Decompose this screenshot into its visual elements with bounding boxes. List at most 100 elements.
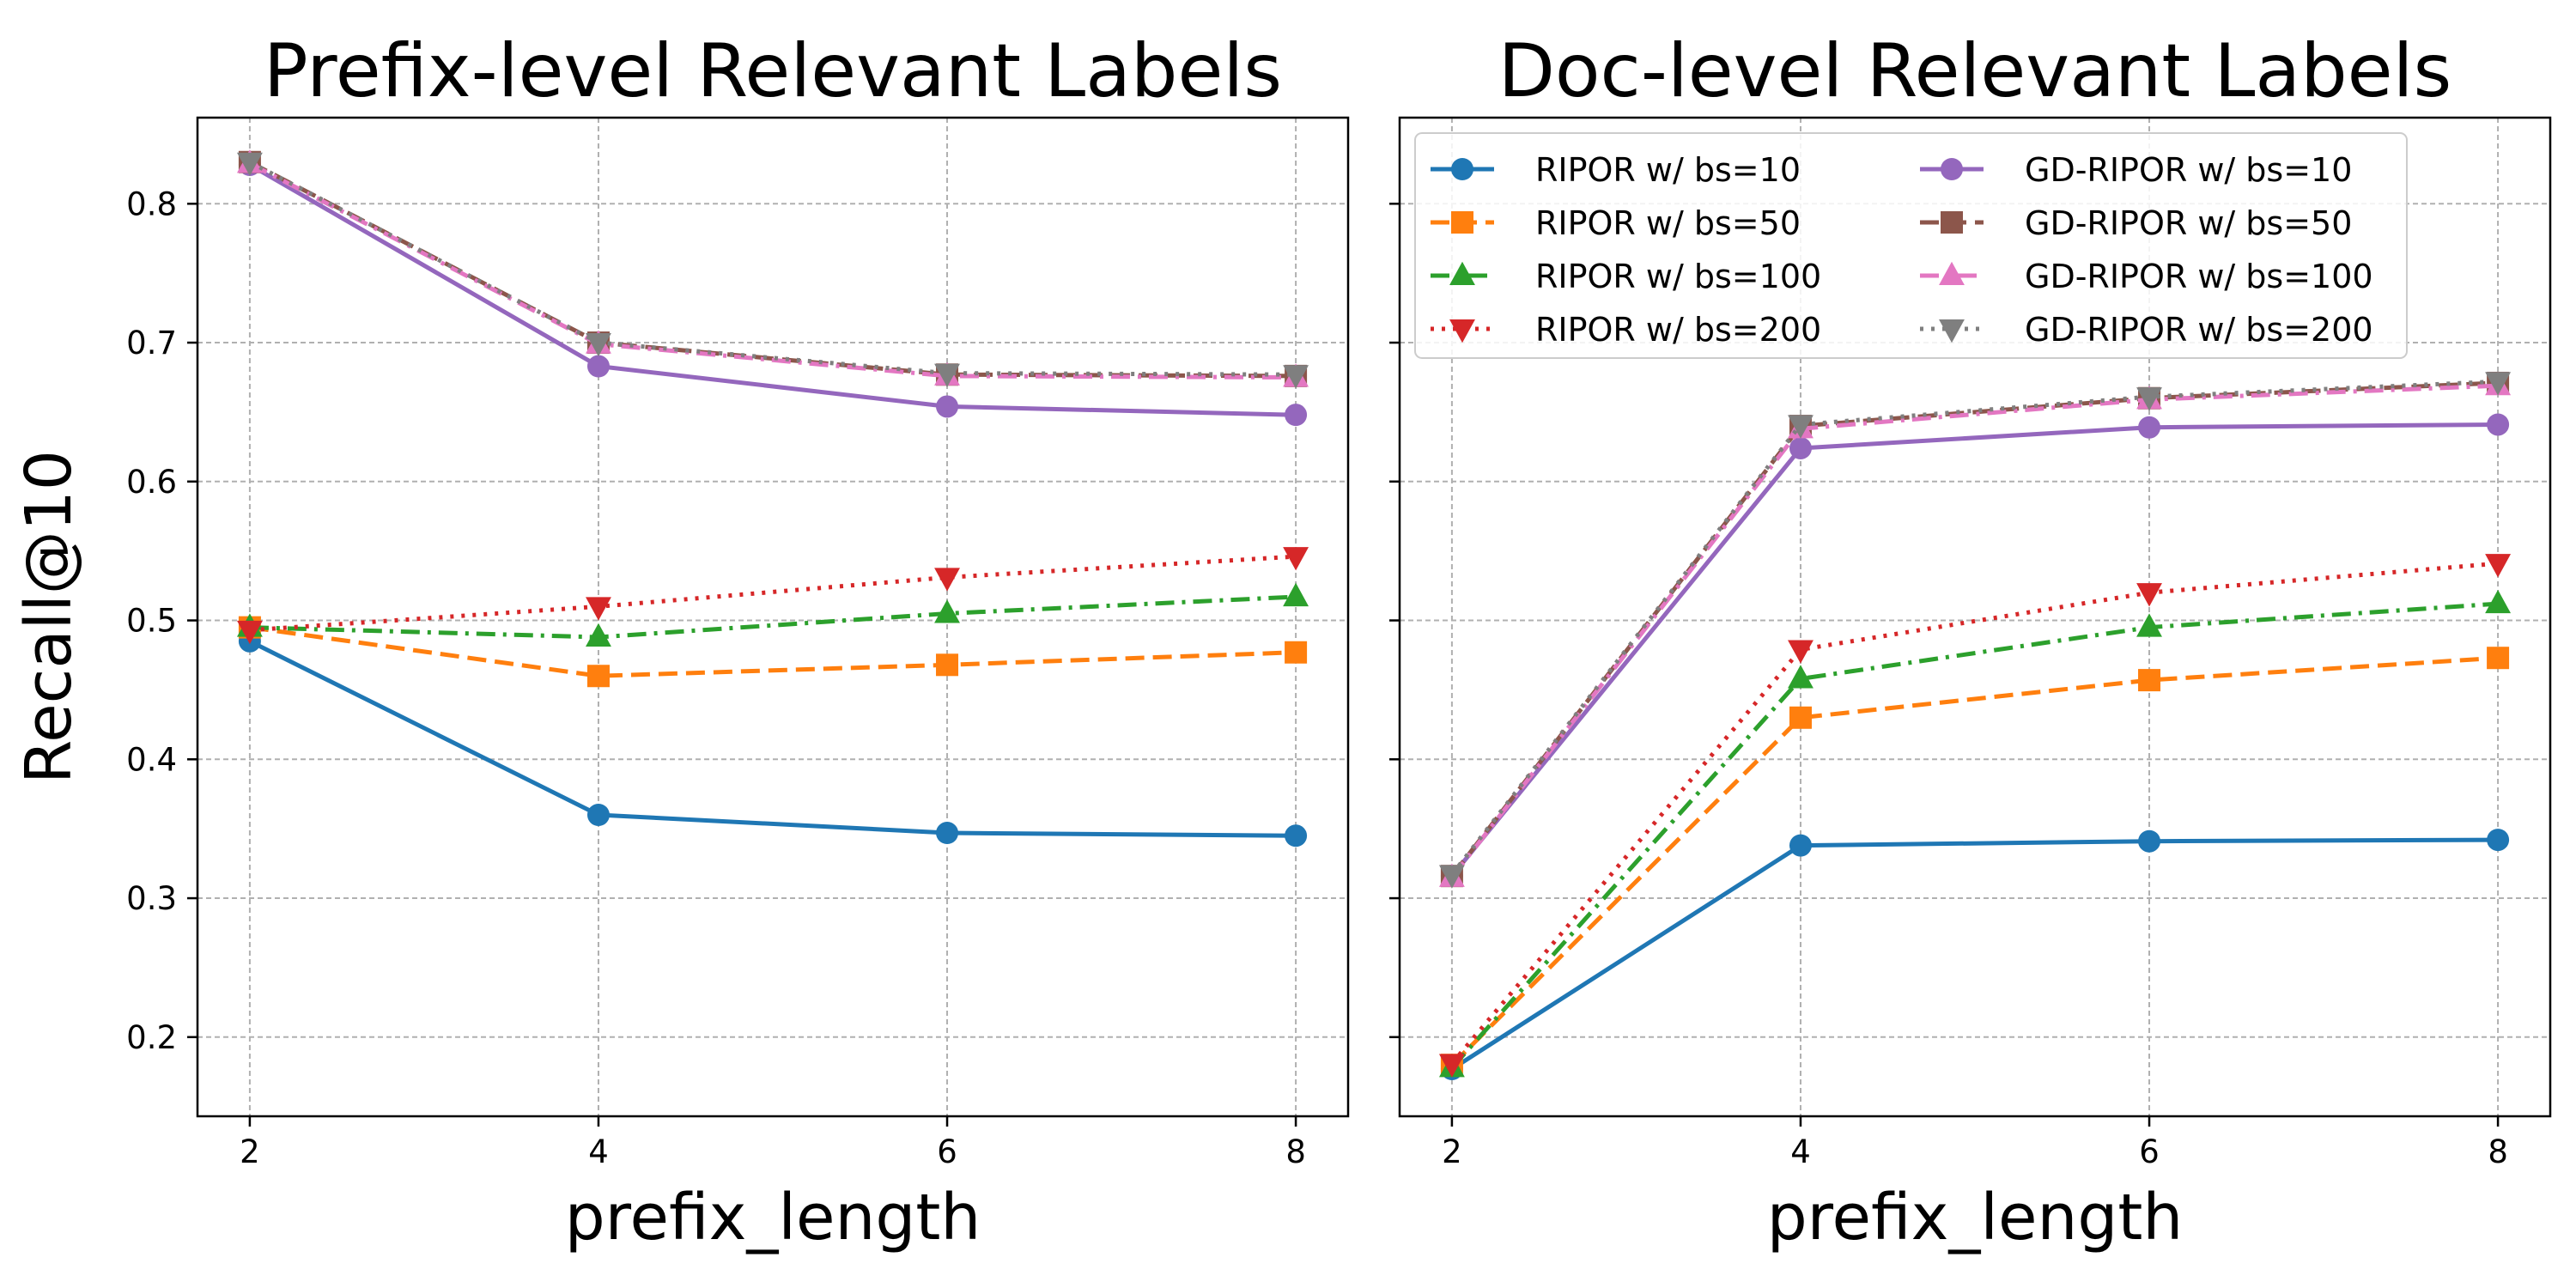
data-point	[2136, 387, 2162, 411]
series-gd-ripor-w-bs-200	[236, 152, 1309, 389]
legend-item-gd-ripor-w-bs-100: GD-RIPOR w/ bs=100	[1920, 258, 2373, 295]
y-tick-label: 0.2	[126, 1019, 177, 1056]
legend-marker	[1451, 158, 1473, 180]
y-tick-label: 0.3	[126, 880, 177, 917]
legend-marker	[1451, 211, 1473, 234]
data-point	[1283, 582, 1309, 607]
data-point	[2138, 669, 2161, 692]
data-point	[1285, 641, 1308, 664]
data-point	[1788, 665, 1814, 689]
x-tick-label: 6	[937, 1133, 957, 1170]
x-tick-label: 4	[1790, 1133, 1811, 1170]
series-line	[249, 625, 1297, 678]
legend-marker	[1449, 261, 1475, 286]
data-point	[1285, 404, 1308, 427]
data-point	[2136, 613, 2162, 637]
x-tick-label: 8	[2488, 1133, 2508, 1170]
legend-label: RIPOR w/ bs=200	[1535, 311, 1821, 349]
data-point	[2485, 589, 2512, 614]
legend-item-gd-ripor-w-bs-200: GD-RIPOR w/ bs=200	[1920, 311, 2373, 349]
legend-marker	[1939, 319, 1965, 343]
series-line	[1449, 380, 2499, 878]
data-point	[586, 803, 610, 826]
series-line	[1450, 601, 2499, 1070]
legend-box	[1414, 132, 2408, 359]
data-point	[2136, 583, 2162, 607]
axes-frame	[196, 116, 1350, 1118]
series-ripor-w-bs-200	[236, 547, 1309, 645]
data-point	[586, 355, 610, 378]
data-point	[1438, 1054, 1465, 1078]
legend-label: RIPOR w/ bs=50	[1535, 204, 1801, 242]
y-axis-label: Recall@10	[12, 450, 86, 784]
series-ripor-w-bs-50	[238, 616, 1308, 688]
legend-marker	[1941, 211, 1963, 234]
y-tick-label: 0.7	[126, 325, 177, 361]
data-point	[1283, 547, 1309, 571]
data-point	[236, 620, 263, 645]
legend-item-gd-ripor-w-bs-50: GD-RIPOR w/ bs=50	[1920, 204, 2352, 242]
data-point	[586, 597, 611, 621]
series-line	[248, 639, 1297, 838]
data-point	[1789, 706, 1812, 729]
series-ripor-w-bs-10	[238, 629, 1308, 848]
data-point	[2138, 829, 2161, 853]
panel-doc-level: 2 4 6 8 Doc-level Relevant Labels prefix_leng…	[1389, 28, 2552, 1255]
panel-prefix-level: 2 4 6 8 0.2 0.3 0.4 0.5 0.6 0.7 0.8 Prefix-level Re…	[12, 28, 1350, 1255]
legend-marker	[1939, 261, 1965, 286]
data-point	[586, 665, 610, 688]
data-point	[1438, 865, 1465, 889]
data-point	[936, 395, 959, 418]
x-tick-label: 2	[240, 1133, 260, 1170]
data-point	[2485, 372, 2512, 396]
legend-item-ripor-w-bs-200: RIPOR w/ bs=200	[1431, 311, 1821, 349]
data-point	[586, 332, 611, 357]
x-tick-label: 4	[588, 1133, 609, 1170]
y-tick-label: 0.4	[126, 741, 177, 778]
chart-title: Prefix-level Relevant Labels	[264, 28, 1282, 114]
legend-label: RIPOR w/ bs=100	[1535, 258, 1821, 295]
series-line	[1449, 561, 2499, 1066]
legend-item-ripor-w-bs-50: RIPOR w/ bs=50	[1431, 204, 1801, 242]
legend-label: GD-RIPOR w/ bs=50	[2025, 204, 2352, 242]
series-line	[249, 594, 1297, 640]
series-gd-ripor-w-bs-200	[1438, 372, 2512, 889]
series-ripor-w-bs-200	[1438, 554, 2512, 1078]
series-line	[248, 160, 1297, 377]
data-point	[2487, 647, 2510, 670]
axes-frame	[1398, 116, 2552, 1118]
legend-label: GD-RIPOR w/ bs=200	[2025, 311, 2373, 349]
data-point	[1789, 834, 1812, 857]
legend-item-ripor-w-bs-10: RIPOR w/ bs=10	[1431, 151, 1801, 189]
data-point	[1285, 824, 1308, 848]
data-point	[936, 822, 959, 845]
data-point	[1789, 436, 1812, 459]
legend-marker	[1941, 158, 1963, 180]
legend-marker	[1449, 319, 1475, 343]
y-tick-label: 0.5	[126, 603, 177, 640]
x-tick-label: 6	[2139, 1133, 2160, 1170]
series-gd-ripor-w-bs-10	[1440, 413, 2510, 888]
data-point	[1788, 640, 1814, 664]
data-point	[2485, 554, 2512, 578]
series-line	[248, 162, 1297, 417]
data-point	[2138, 416, 2161, 439]
data-point	[2487, 829, 2510, 852]
data-point	[1788, 415, 1814, 439]
series-line	[249, 554, 1297, 633]
y-tick-label: 0.6	[126, 464, 177, 501]
data-point	[586, 623, 611, 647]
data-point	[2487, 413, 2510, 436]
legend-label: GD-RIPOR w/ bs=100	[2025, 258, 2373, 295]
legend-label: GD-RIPOR w/ bs=10	[2025, 151, 2352, 189]
legend-item-ripor-w-bs-100: RIPOR w/ bs=100	[1431, 258, 1821, 295]
x-tick-label: 2	[1442, 1133, 1462, 1170]
data-point	[934, 568, 960, 592]
data-point	[1283, 365, 1309, 389]
y-tick-label: 0.8	[126, 185, 177, 222]
data-point	[936, 653, 959, 677]
series-line	[1450, 837, 2499, 1072]
legend-item-gd-ripor-w-bs-10: GD-RIPOR w/ bs=10	[1920, 151, 2352, 189]
legend: RIPOR w/ bs=10 RIPOR w/ bs=50 RIPOR w/ bs=…	[1414, 132, 2408, 359]
series-line	[1450, 655, 2499, 1066]
